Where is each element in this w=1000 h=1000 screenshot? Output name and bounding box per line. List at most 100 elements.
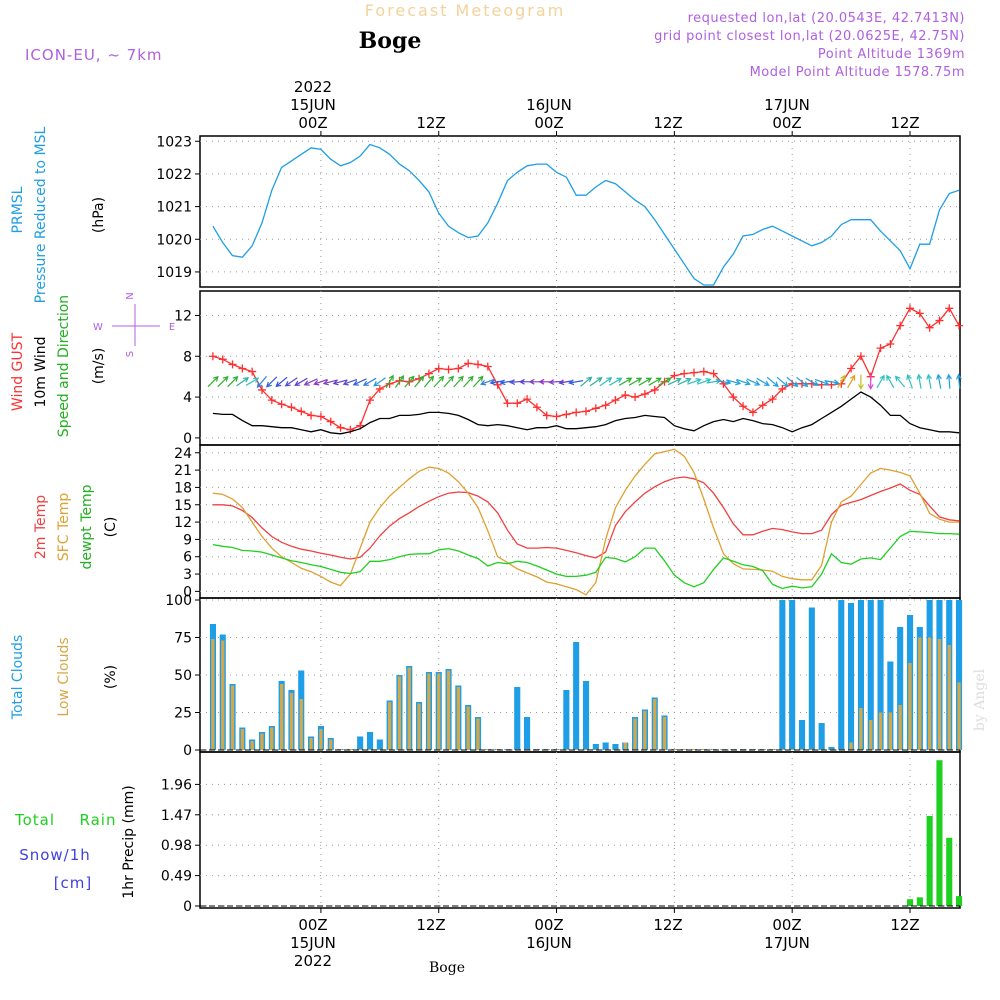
gust-marker-49 bbox=[690, 368, 698, 377]
gust-marker-43 bbox=[631, 393, 640, 402]
wind-arrow-73 bbox=[926, 373, 932, 389]
bar-clouds-1-65 bbox=[849, 742, 853, 750]
bar-clouds-1-58 bbox=[780, 749, 784, 750]
gust-marker-38 bbox=[582, 407, 590, 416]
wind-arrow-20 bbox=[404, 375, 415, 388]
wind-arrow-21 bbox=[414, 375, 425, 388]
gust-marker-22 bbox=[424, 369, 433, 378]
bar-clouds-1-20 bbox=[407, 667, 411, 750]
wind-arrow-1 bbox=[217, 375, 229, 388]
bar-clouds-0-58 bbox=[779, 600, 786, 750]
pressure-label: Pressure Reduced to MSL bbox=[33, 126, 49, 303]
wind-arrow-38 bbox=[580, 376, 593, 387]
gust-marker-66 bbox=[856, 352, 865, 361]
wind-arrow-3 bbox=[236, 377, 250, 387]
wind-arrow-15 bbox=[352, 378, 367, 386]
wind-arrow-48 bbox=[677, 377, 692, 386]
bar-clouds-0-64 bbox=[838, 600, 845, 750]
top-tick-label-4: 12Z bbox=[653, 114, 682, 132]
bar-clouds-1-61 bbox=[810, 749, 814, 750]
wind-arrow-60 bbox=[796, 376, 809, 388]
panel-frame-precip bbox=[199, 751, 961, 909]
wind-arrow-17 bbox=[373, 377, 386, 387]
series-line-temperature-0 bbox=[212, 476, 960, 560]
wind-arrow-14 bbox=[342, 378, 358, 386]
bar-clouds-1-50 bbox=[702, 749, 706, 750]
gust-marker-9 bbox=[297, 407, 306, 416]
gust-marker-75 bbox=[945, 304, 954, 313]
gust-marker-31 bbox=[513, 399, 522, 408]
bar-clouds-0-76 bbox=[956, 600, 963, 750]
bottom-tick-label-4: 12Z bbox=[653, 916, 682, 934]
bar-clouds-0-41 bbox=[612, 744, 619, 750]
bar-clouds-1-44 bbox=[643, 711, 647, 750]
grid-point-coords: grid point closest lon,lat (20.0625E, 42… bbox=[654, 29, 965, 44]
low-clouds-label: Low Clouds bbox=[56, 637, 72, 716]
gust-marker-0 bbox=[208, 352, 217, 361]
bar-clouds-1-8 bbox=[289, 693, 294, 750]
panel-frame-pressure bbox=[199, 135, 961, 288]
bar-clouds-1-18 bbox=[388, 702, 392, 750]
y-tick-label-wind-3: 12 bbox=[174, 308, 192, 324]
y-tick-label-precip-3: 1.47 bbox=[161, 808, 192, 824]
y-tick-label-clouds-0: 0 bbox=[183, 743, 192, 759]
gust-marker-42 bbox=[621, 391, 630, 400]
bar-clouds-1-17 bbox=[378, 749, 382, 750]
bar-clouds-0-40 bbox=[602, 742, 609, 750]
wind-arrow-11 bbox=[313, 378, 328, 386]
bar-clouds-0-63 bbox=[828, 747, 835, 750]
temp2m-label: 2m Temp bbox=[33, 495, 49, 559]
watermark: by Angel bbox=[972, 668, 988, 731]
wind-arrow-12 bbox=[322, 379, 338, 386]
wind-arrow-46 bbox=[658, 377, 672, 386]
footer-station: Boge bbox=[429, 960, 465, 976]
gust-marker-27 bbox=[474, 360, 482, 369]
y-tick-label-pressure-2: 1021 bbox=[156, 200, 192, 216]
bar-clouds-1-66 bbox=[859, 708, 863, 750]
wind-arrow-61 bbox=[805, 377, 819, 386]
wind-arrow-4 bbox=[245, 377, 260, 386]
y-tick-label-pressure-0: 1019 bbox=[156, 265, 192, 281]
bar-clouds-1-37 bbox=[574, 749, 578, 750]
gust-marker-76 bbox=[955, 321, 964, 330]
bar-clouds-0-68 bbox=[877, 600, 884, 750]
wind-arrow-41 bbox=[609, 377, 623, 386]
bar-clouds-1-70 bbox=[898, 705, 902, 750]
y-tick-label-temperature-4: 12 bbox=[174, 515, 192, 531]
gust-marker-71 bbox=[906, 304, 914, 313]
wind-arrow-18 bbox=[385, 374, 394, 389]
y-tick-label-precip-4: 1.96 bbox=[161, 777, 192, 793]
wind-arrow-57 bbox=[766, 376, 779, 388]
gust-marker-73 bbox=[925, 323, 934, 332]
gust-marker-68 bbox=[876, 344, 885, 353]
bar-clouds-1-0 bbox=[211, 639, 215, 750]
top-tick-label-3: 00Z bbox=[534, 114, 563, 132]
wind-label: 10m Wind bbox=[33, 336, 49, 407]
gust-marker-3 bbox=[238, 364, 247, 373]
bar-clouds-1-15 bbox=[358, 749, 362, 750]
point-altitude: Point Altitude 1369m bbox=[818, 47, 965, 62]
wind-arrow-25 bbox=[453, 375, 464, 388]
bar-clouds-1-39 bbox=[594, 749, 598, 750]
gust-marker-32 bbox=[523, 395, 532, 404]
wind-arrow-16 bbox=[362, 377, 377, 386]
bar-clouds-0-15 bbox=[357, 736, 364, 750]
gust-marker-11 bbox=[316, 412, 325, 421]
bottom-tick-label-2: 12Z bbox=[416, 916, 445, 934]
wind-arrow-68 bbox=[876, 374, 885, 389]
precip-rain-label: Rain bbox=[80, 811, 117, 829]
bar-clouds-1-67 bbox=[869, 720, 873, 750]
wind-arrow-2 bbox=[227, 375, 239, 388]
bar-clouds-1-47 bbox=[672, 749, 676, 750]
bar-clouds-0-39 bbox=[592, 744, 599, 750]
wind-arrow-76 bbox=[955, 373, 962, 389]
bar-clouds-1-60 bbox=[800, 749, 804, 750]
bar-clouds-1-14 bbox=[348, 749, 352, 750]
y-tick-label-clouds-4: 100 bbox=[165, 593, 192, 609]
bar-clouds-0-16 bbox=[367, 732, 374, 750]
wind-arrow-67 bbox=[867, 374, 874, 391]
bar-clouds-0-62 bbox=[818, 723, 825, 750]
bar-precip-0-0 bbox=[907, 899, 914, 906]
speed-direction-label: Speed and Direction bbox=[56, 295, 72, 437]
gust-marker-55 bbox=[748, 408, 757, 417]
